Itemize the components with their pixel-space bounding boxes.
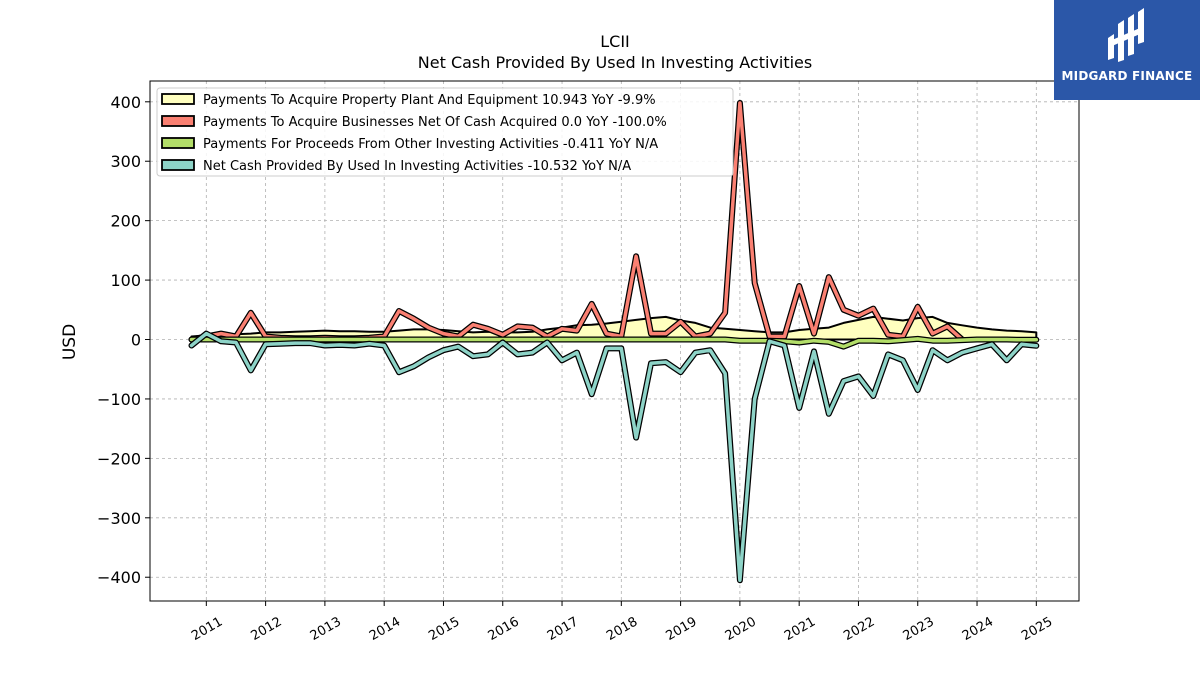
x-tick-label: 2014: [367, 614, 403, 644]
y-ticks: −400 −300 −200 −100 0 100 200 300 400: [97, 93, 150, 587]
series-line-2: [189, 337, 1039, 349]
x-tick-label: 2013: [308, 614, 344, 644]
series-layer: [188, 100, 1040, 584]
legend: Payments To Acquire Property Plant And E…: [156, 87, 734, 177]
y-tick-label: 400: [110, 93, 141, 112]
legend-swatch: [161, 137, 195, 149]
x-tick-label: 2019: [663, 614, 699, 644]
x-tick-label: 2024: [960, 614, 996, 644]
series-line-3: [189, 331, 1039, 582]
y-tick-label: 200: [110, 212, 141, 231]
legend-label: Payments For Proceeds From Other Investi…: [203, 137, 658, 152]
y-tick-label: 0: [131, 331, 141, 350]
brand-mark-icon: [1108, 8, 1144, 62]
x-tick-label: 2016: [486, 614, 522, 644]
y-tick-label: 100: [110, 271, 141, 290]
x-tick-label: 2015: [426, 614, 462, 644]
legend-label: Payments To Acquire Businesses Net Of Ca…: [203, 115, 667, 130]
x-tick-label: 2025: [1019, 614, 1055, 644]
x-ticks: 2011 2012 2013 2014 2015 2016 2017 2018 2019 2020…: [189, 601, 1055, 644]
x-tick-label: 2017: [545, 614, 581, 644]
chart-title: LCII: [600, 32, 630, 51]
legend-box: [156, 87, 734, 177]
y-tick-label: −400: [97, 568, 141, 587]
y-tick-label: 300: [110, 152, 141, 171]
x-tick-label: 2012: [248, 614, 284, 644]
y-axis-label: USD: [60, 324, 80, 360]
legend-label: Payments To Acquire Property Plant And E…: [203, 93, 656, 108]
x-tick-label: 2021: [782, 614, 818, 644]
brand-logo: MIDGARD FINANCE: [1054, 0, 1200, 100]
y-tick-label: −300: [97, 509, 141, 528]
x-tick-label: 2020: [723, 614, 759, 644]
legend-swatch: [161, 159, 195, 171]
x-tick-label: 2011: [189, 614, 225, 644]
x-tick-label: 2023: [901, 614, 937, 644]
y-tick-label: −200: [97, 449, 141, 468]
legend-swatch: [161, 115, 195, 127]
x-tick-label: 2018: [604, 614, 640, 644]
plot-frame: [149, 80, 1080, 602]
legend-label: Net Cash Provided By Used In Investing A…: [203, 159, 631, 174]
legend-swatch: [161, 93, 195, 105]
x-tick-label: 2022: [841, 614, 877, 644]
y-tick-label: −100: [97, 390, 141, 409]
brand-name: MIDGARD FINANCE: [1061, 69, 1193, 83]
chart-subtitle: Net Cash Provided By Used In Investing A…: [418, 53, 812, 72]
